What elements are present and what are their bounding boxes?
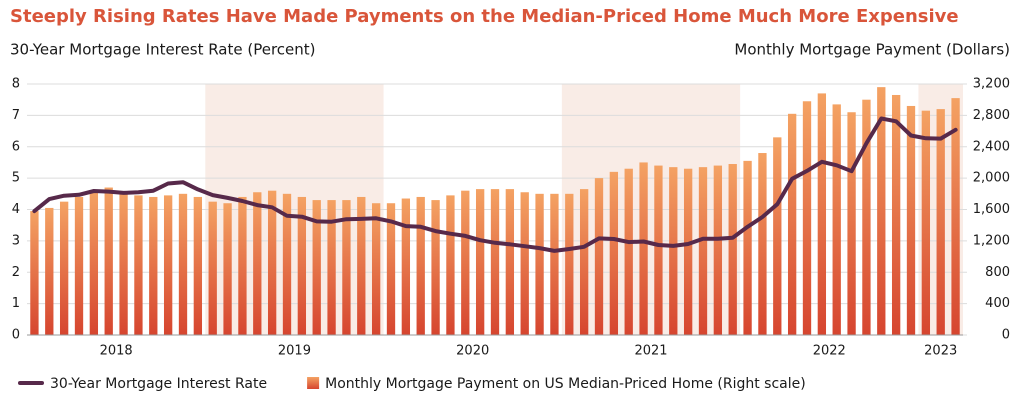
x-tick-label: 2021 <box>634 344 667 359</box>
line <box>32 116 958 253</box>
bar <box>193 196 203 335</box>
bar <box>505 189 515 335</box>
y2-tick-label: 2,000 <box>973 171 1010 186</box>
legend-label: 30-Year Mortgage Interest Rate <box>50 376 267 392</box>
legend-swatch <box>307 377 320 389</box>
bar <box>713 165 723 335</box>
bar <box>223 203 232 335</box>
chart-title: Steeply Rising Rates Have Made Payments … <box>10 6 959 27</box>
bar <box>371 203 381 335</box>
bar <box>178 193 188 335</box>
legend-label: Monthly Mortgage Payment on US Median-Pr… <box>325 376 806 392</box>
bar <box>891 94 901 335</box>
bar <box>936 109 945 335</box>
x-tick-label: 2019 <box>278 344 311 359</box>
bar <box>267 190 277 335</box>
y-tick-label: 6 <box>12 139 20 154</box>
bar <box>832 104 841 335</box>
bar <box>787 113 797 336</box>
y-axis-title: 30-Year Mortgage Interest Rate (Percent) <box>10 41 316 59</box>
bar <box>847 112 856 335</box>
y-tick-label: 2 <box>12 265 20 280</box>
y2-axis-title: Monthly Mortgage Payment (Dollars) <box>734 41 1010 59</box>
bar <box>951 98 960 336</box>
bar <box>119 192 128 335</box>
y-tick-label: 0 <box>12 328 20 343</box>
y2-tick-label: 800 <box>985 265 1010 280</box>
bar <box>416 196 425 335</box>
bar <box>446 195 455 335</box>
bar <box>461 190 470 335</box>
bar <box>342 200 351 335</box>
bar <box>490 189 500 335</box>
bar <box>134 195 143 335</box>
bar <box>163 195 173 335</box>
bar <box>30 211 39 335</box>
legend-item: Monthly Mortgage Payment on US Median-Pr… <box>307 376 806 392</box>
bar <box>579 189 589 335</box>
bar <box>431 200 440 335</box>
bar <box>386 203 396 335</box>
bar <box>743 160 752 335</box>
bar <box>609 171 619 335</box>
x-tick-label: 2020 <box>456 344 489 359</box>
bar <box>45 207 54 335</box>
bar <box>401 198 411 335</box>
bar <box>758 153 767 335</box>
bar <box>550 193 559 335</box>
bar <box>565 193 574 335</box>
bar <box>594 178 604 335</box>
bar <box>669 167 678 335</box>
y-tick-label: 8 <box>12 77 20 92</box>
bar <box>639 162 648 335</box>
y2-tick-label: 400 <box>985 296 1010 311</box>
bar <box>282 193 292 335</box>
bar <box>89 192 99 335</box>
legend-item: 30-Year Mortgage Interest Rate <box>18 376 267 392</box>
y-tick-label: 4 <box>12 202 20 217</box>
bar <box>253 192 262 335</box>
y2-tick-label: 3,200 <box>973 77 1010 92</box>
bar <box>149 196 158 335</box>
bar <box>535 193 544 335</box>
bar <box>208 201 217 335</box>
x-tick-label: 2022 <box>813 344 846 359</box>
bar <box>862 99 871 335</box>
bar <box>906 105 916 336</box>
bar <box>104 187 113 335</box>
x-tick-label: 2023 <box>924 344 957 359</box>
bar <box>683 168 693 335</box>
bar <box>698 167 708 335</box>
y-tick-label: 5 <box>12 171 20 186</box>
bar <box>624 168 633 335</box>
bar <box>475 189 485 335</box>
y2-tick-label: 1,600 <box>973 202 1010 217</box>
y2-tick-label: 1,200 <box>973 233 1010 248</box>
bar <box>327 200 336 335</box>
bar <box>357 196 366 335</box>
bar <box>312 200 321 335</box>
y-tick-label: 7 <box>12 108 20 123</box>
y2-tick-label: 2,800 <box>973 108 1010 123</box>
bar <box>297 196 307 335</box>
bar <box>877 87 886 335</box>
bar <box>74 196 84 335</box>
bar <box>802 101 812 335</box>
bar <box>654 165 663 335</box>
bar <box>817 93 827 335</box>
bar <box>238 196 247 335</box>
bar <box>520 192 529 335</box>
x-tick-label: 2018 <box>100 344 133 359</box>
y-tick-label: 3 <box>12 233 20 248</box>
y2-tick-label: 0 <box>1002 328 1010 343</box>
y-tick-label: 1 <box>12 296 20 311</box>
bar <box>728 164 737 335</box>
bar <box>921 110 931 335</box>
y2-tick-label: 2,400 <box>973 139 1010 154</box>
bar <box>773 137 782 335</box>
bar <box>59 201 69 335</box>
